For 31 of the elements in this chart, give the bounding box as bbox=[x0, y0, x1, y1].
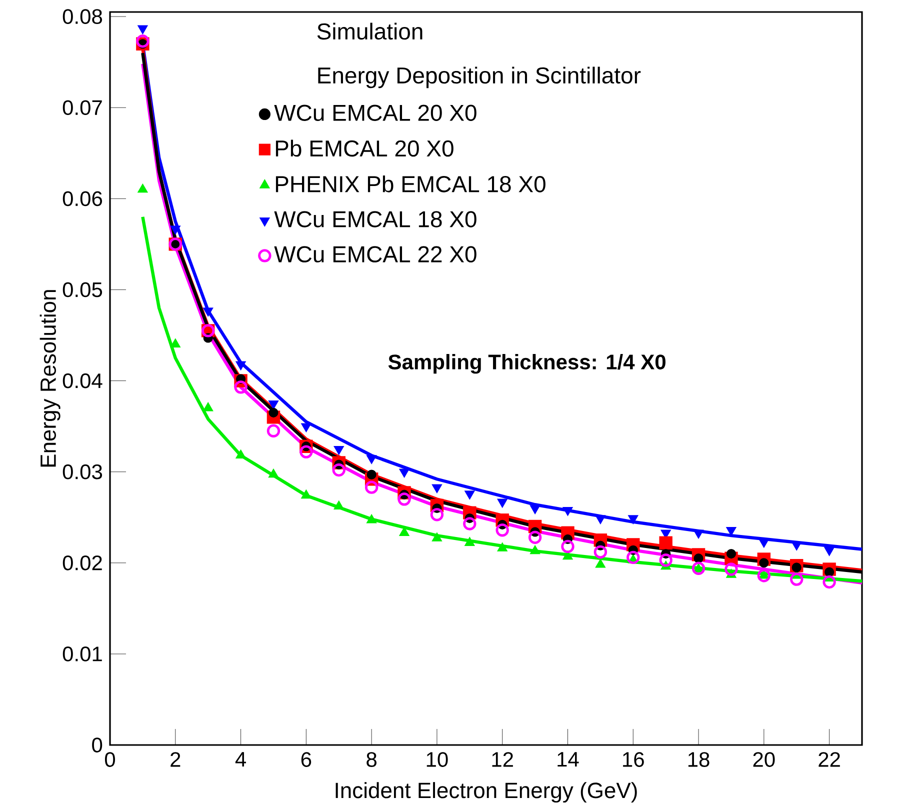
x-tick-label: 8 bbox=[366, 752, 376, 767]
y-tick-label: 0.05 bbox=[62, 282, 102, 298]
y-tick-label: 0.03 bbox=[62, 464, 102, 480]
legend-label: PHENIX Pb EMCAL 18 X0 bbox=[276, 175, 546, 192]
x-tick-label: 12 bbox=[492, 752, 513, 767]
legend-label: WCu EMCAL 18 X0 bbox=[274, 211, 476, 228]
y-tick-label: 0.08 bbox=[62, 9, 102, 24]
y-tick-label: 0.02 bbox=[62, 555, 102, 570]
annotation: Sampling Thickness: 1/4 X0 bbox=[388, 354, 666, 374]
legend-label: WCu EMCAL 20 X0 bbox=[274, 104, 476, 121]
x-axis-title: Incident Electron Energy (GeV) bbox=[336, 782, 637, 803]
x-tick-label: 22 bbox=[818, 752, 840, 767]
x-tick-label: 2 bbox=[170, 752, 180, 767]
x-tick-label: 16 bbox=[623, 752, 644, 767]
x-tick-label: 4 bbox=[235, 752, 246, 767]
y-tick-label: 0.07 bbox=[62, 100, 102, 116]
text: Energy Deposition in Scintillator bbox=[318, 66, 641, 88]
x-tick-label: 10 bbox=[426, 752, 448, 767]
chart-title: Simulation bbox=[317, 22, 422, 40]
y-tick-label: 0.04 bbox=[62, 373, 102, 388]
legend-label: Pb EMCAL 20 X0 bbox=[276, 140, 454, 157]
y-tick-label: 0.06 bbox=[62, 191, 102, 206]
x-tick-label: 6 bbox=[301, 752, 312, 767]
x-tick-label: 20 bbox=[753, 752, 775, 767]
y-tick-label: 0 bbox=[92, 738, 102, 752]
x-tick-label: 18 bbox=[688, 752, 710, 767]
x-tick-label: 0 bbox=[104, 752, 116, 767]
y-tick-label: 0.01 bbox=[62, 646, 102, 662]
legend-label: WCu EMCAL 22 X0 bbox=[274, 246, 476, 262]
x-tick-label: 14 bbox=[558, 752, 579, 767]
y-axis-title: Energy Resolution bbox=[40, 290, 60, 467]
